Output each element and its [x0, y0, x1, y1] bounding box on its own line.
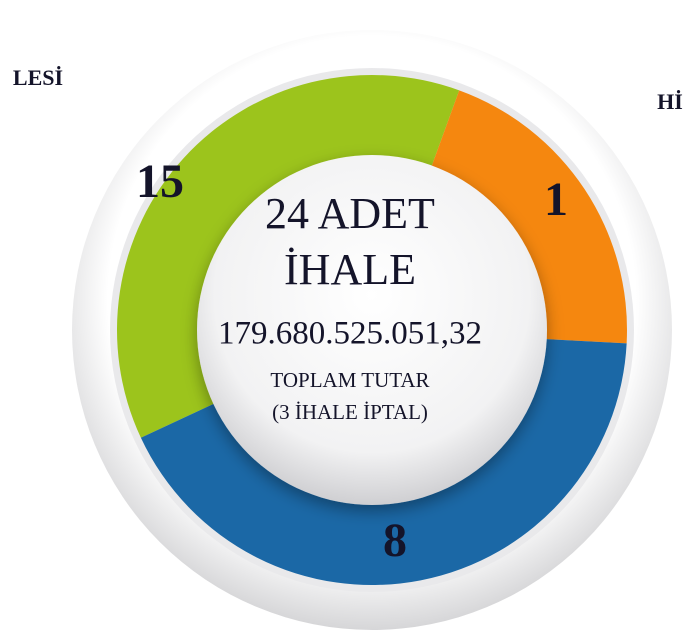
center-title: 24 ADET [265, 189, 435, 238]
center-amount: 179.680.525.051,32 [218, 316, 482, 352]
segment-label: 8 [383, 514, 407, 567]
side-label-right: Hİ [657, 89, 683, 114]
ring-segment [140, 338, 627, 586]
side-label-left: LESİ [13, 65, 63, 90]
segment-label: 1 [544, 173, 568, 226]
center-note: (3 İHALE İPTAL) [272, 400, 428, 424]
center-disc [197, 155, 547, 505]
ring-segment [428, 90, 627, 344]
center-title: İHALE [284, 245, 416, 294]
segment-label: 15 [136, 155, 184, 208]
center-caption: TOPLAM TUTAR [270, 368, 429, 392]
